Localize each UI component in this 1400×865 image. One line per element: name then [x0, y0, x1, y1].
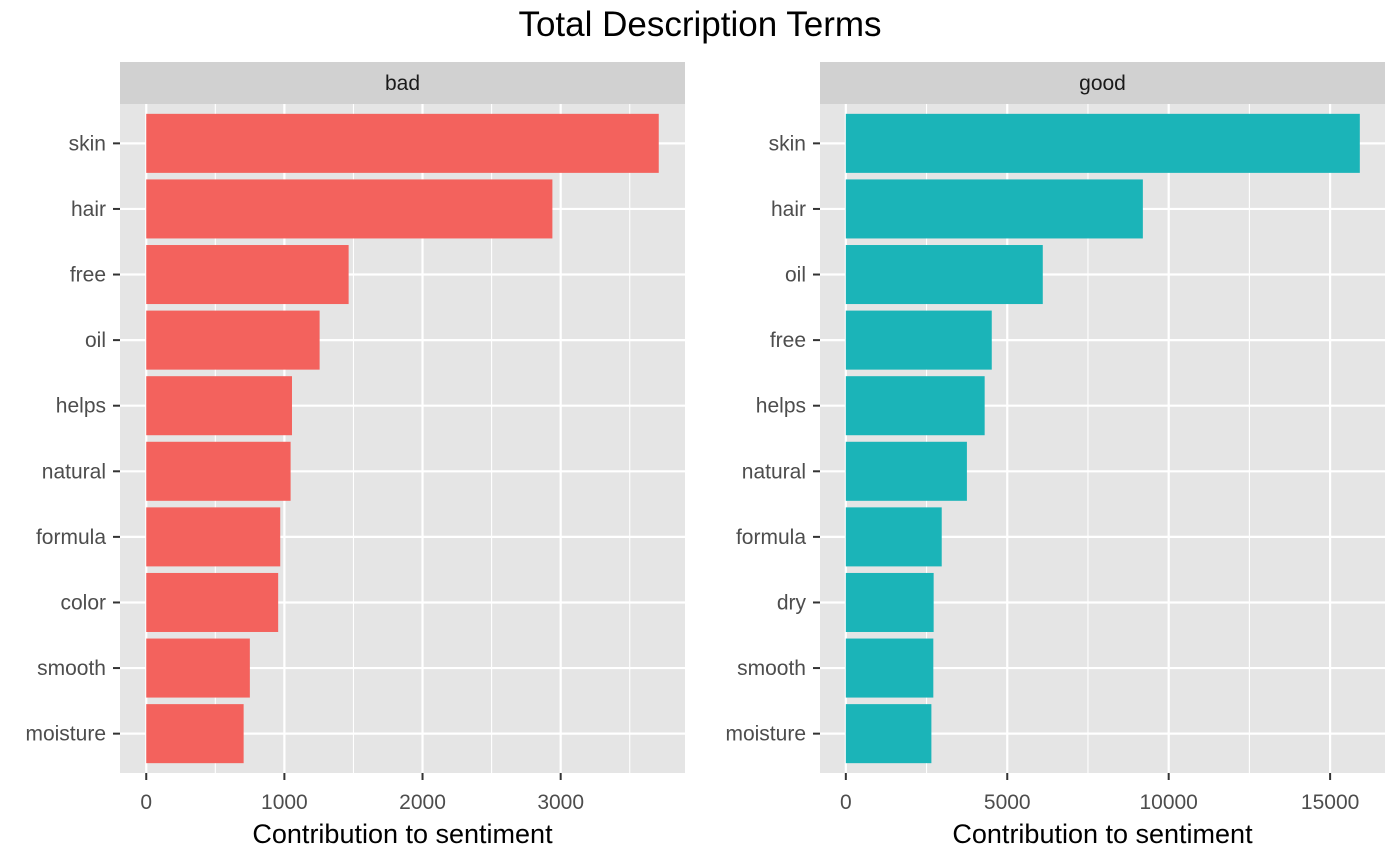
x-tick-label: 0: [840, 791, 852, 814]
x-axis-title: Contribution to sentiment: [252, 819, 553, 849]
bar-good-helps: [845, 376, 985, 436]
facet-panel-good: good skin hair oil free helps natural formula dr…: [725, 62, 1385, 849]
y-tick-label: hair: [771, 198, 806, 221]
y-tick-label: free: [70, 264, 106, 287]
bar-good-oil: [845, 245, 1043, 305]
x-tick-label: 2000: [399, 791, 446, 814]
y-tick-label: color: [60, 591, 106, 614]
y-tick-label: formula: [736, 526, 806, 549]
x-axis-title: Contribution to sentiment: [952, 819, 1253, 849]
bar-bad-color: [146, 572, 279, 632]
x-tick-label: 10000: [1139, 791, 1197, 814]
bar-good-smooth: [845, 638, 934, 698]
x-tick-label: 0: [140, 791, 152, 814]
y-tick-label: natural: [742, 460, 806, 483]
facet-strip-label: bad: [385, 72, 420, 95]
y-tick-label: oil: [85, 329, 106, 352]
bar-bad-free: [146, 245, 349, 305]
bar-bad-formula: [146, 507, 281, 567]
bar-bad-natural: [146, 441, 291, 501]
y-tick-label: oil: [785, 264, 806, 287]
x-tick-label: 5000: [984, 791, 1031, 814]
facet-strip-label: good: [1079, 72, 1126, 95]
x-tick-label: 1000: [261, 791, 308, 814]
bar-bad-helps: [146, 376, 292, 436]
bar-good-formula: [845, 507, 942, 567]
bar-good-dry: [845, 572, 934, 632]
bar-bad-oil: [146, 310, 320, 370]
y-tick-label: smooth: [737, 657, 806, 680]
y-tick-label: free: [770, 329, 806, 352]
bar-good-natural: [845, 441, 967, 501]
bar-bad-moisture: [146, 704, 244, 764]
y-tick-label: smooth: [37, 657, 106, 680]
y-tick-label: skin: [769, 132, 806, 155]
bar-good-moisture: [845, 704, 932, 764]
y-tick-label: moisture: [25, 723, 106, 746]
y-tick-label: helps: [56, 395, 106, 418]
x-tick-label: 15000: [1301, 791, 1359, 814]
y-tick-label: formula: [36, 526, 106, 549]
facet-strip: [820, 62, 1385, 104]
y-tick-label: helps: [756, 395, 806, 418]
facet-panel-bad: bad skin hair free oil helps natural formula col…: [25, 62, 685, 849]
y-tick-label: moisture: [725, 723, 806, 746]
bar-bad-skin: [146, 113, 659, 173]
bar-bad-smooth: [146, 638, 250, 698]
chart-title: Total Description Terms: [518, 5, 881, 44]
bar-good-hair: [845, 179, 1143, 239]
x-tick-label: 3000: [537, 791, 584, 814]
y-tick-label: dry: [777, 591, 807, 614]
bar-good-free: [845, 310, 992, 370]
facet-strip: [120, 62, 685, 104]
bar-bad-hair: [146, 179, 553, 239]
y-tick-label: skin: [69, 132, 106, 155]
y-tick-label: natural: [42, 460, 106, 483]
y-tick-label: hair: [71, 198, 106, 221]
bar-good-skin: [845, 113, 1360, 173]
facet-panels: bad skin hair free oil helps natural formula col…: [25, 62, 1385, 849]
